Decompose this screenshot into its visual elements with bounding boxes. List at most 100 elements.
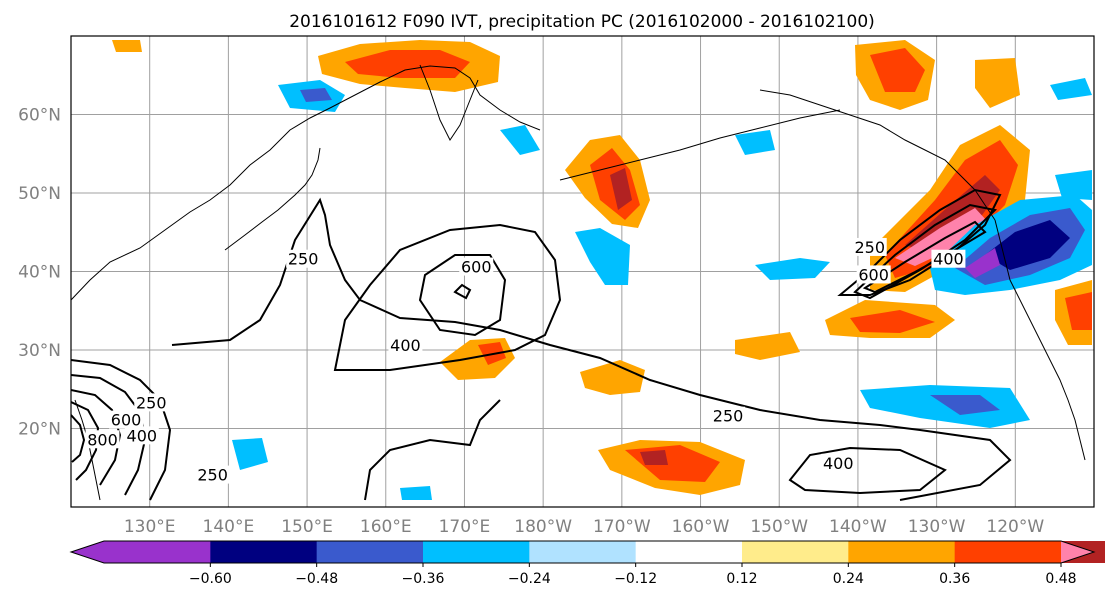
contour-label-bg-12 <box>931 249 966 268</box>
colorbar-tick-label-6: 0.24 <box>833 571 864 587</box>
ivt-contour-400-ar <box>853 203 998 300</box>
colorbar-extend-low <box>71 541 104 563</box>
lon-label-2: 150°E <box>281 517 333 537</box>
contour-label-bg-1 <box>459 257 494 276</box>
colorbar-tick-label-3: −0.24 <box>508 571 551 587</box>
latitude-labels: 60°N 50°N 40°N 30°N 20°N <box>18 106 61 440</box>
contour-label-bg-4 <box>109 410 144 429</box>
precip-area-blue-6 <box>400 486 432 500</box>
precip-area-yukon <box>975 58 1020 108</box>
colorbar-tick-label-4: −0.12 <box>614 571 657 587</box>
lon-label-9: 140°W <box>829 517 887 537</box>
coastline-asia <box>71 65 541 301</box>
precip-area-ar-peak <box>895 208 988 266</box>
colorbar-outline <box>69 540 1096 564</box>
colorbar-swatch-4 <box>529 541 637 563</box>
contour-label-0: 250 <box>288 250 319 269</box>
lon-label-7: 160°W <box>672 517 730 537</box>
ivt-contour-typhoon-5 <box>71 414 86 463</box>
precip-area-blue-10 <box>735 130 775 155</box>
coastline-taiwan-philippines <box>74 399 101 501</box>
precip-area-blue-11 <box>1050 78 1092 100</box>
precip-area-oregon-core <box>1065 292 1092 330</box>
ivt-contour-600 <box>418 254 507 337</box>
contour-label-1: 600 <box>461 258 492 277</box>
contour-label-9: 400 <box>823 454 854 473</box>
contour-label-11: 600 <box>858 265 889 284</box>
precip-area-blue-5 <box>232 438 268 470</box>
lon-label-0: 130°E <box>124 517 176 537</box>
lon-label-5: 180°W <box>514 517 572 537</box>
precip-area-hawaii-3 <box>640 450 668 465</box>
lon-label-6: 170°W <box>593 517 651 537</box>
lat-label-0: 60°N <box>18 106 61 126</box>
contour-label-bg-2 <box>388 336 423 355</box>
colorbar: −0.60 −0.48 −0.36 −0.24 −0.12 0.12 0.24 0.36 0.4… <box>69 540 1105 587</box>
contour-label-bg-0 <box>286 249 321 268</box>
coastline-west-us <box>994 219 1086 461</box>
lat-label-2: 40°N <box>18 263 61 283</box>
colorbar-swatch-0 <box>104 541 211 563</box>
precip-area-central-pacific-3 <box>580 360 645 395</box>
contour-label-3: 250 <box>136 393 167 412</box>
precip-area-blue-9 <box>500 125 540 155</box>
map-frame <box>70 35 1095 508</box>
ivt-contour-400-south <box>788 446 947 495</box>
map-title: 2016101612 F090 IVT, precipitation PC (2… <box>289 12 875 32</box>
contour-label-7: 250 <box>197 466 228 485</box>
contour-label-bg-6 <box>85 430 120 449</box>
ivt-contour-400 <box>333 223 562 371</box>
precip-area-alaska-core <box>870 48 925 92</box>
precip-area-siberia-core <box>345 50 470 78</box>
ivt-contour-600-small <box>453 283 472 300</box>
contour-label-10: 250 <box>854 238 885 257</box>
contour-label-8: 250 <box>713 407 744 426</box>
precip-area-bering-max <box>610 168 632 210</box>
colorbar-swatch-2 <box>316 541 424 563</box>
contour-label-12: 400 <box>933 250 964 269</box>
lon-label-11: 120°W <box>986 517 1044 537</box>
precip-area-blue-1 <box>755 258 830 280</box>
precip-area-ne-pacific-3 <box>735 332 800 360</box>
precip-area-california-neg4 <box>965 248 1000 278</box>
contour-label-2: 400 <box>390 336 421 355</box>
colorbar-swatch-7 <box>848 541 956 563</box>
lon-label-3: 160°E <box>360 517 412 537</box>
precip-area-blue-4 <box>575 228 630 285</box>
colorbar-swatch-3 <box>423 541 530 563</box>
coastline-alaska <box>759 89 996 221</box>
longitude-labels: 130°E 140°E 150°E 160°E 170°E 180°W 170°W 160°W… <box>124 517 1045 537</box>
colorbar-tick-label-8: 0.48 <box>1045 571 1076 587</box>
ivt-contour-250-northeast <box>837 188 1002 296</box>
contour-label-bg-7 <box>195 465 230 484</box>
lon-label-8: 150°W <box>750 517 808 537</box>
contour-label-5: 400 <box>127 426 158 445</box>
colorbar-extend-high <box>1061 541 1094 563</box>
contour-label-bg-10 <box>852 237 887 256</box>
precip-area-blue-3 <box>930 395 1000 415</box>
lon-label-1: 140°E <box>203 517 255 537</box>
lat-label-3: 30°N <box>18 341 61 361</box>
coastline-kamchatka <box>419 64 479 141</box>
contour-label-bg-3 <box>134 393 169 412</box>
contour-label-4: 600 <box>111 411 142 430</box>
lon-label-4: 170°E <box>439 517 491 537</box>
precip-area-blue-12 <box>1055 170 1092 200</box>
colorbar-tick-label-7: 0.36 <box>939 571 970 587</box>
lat-label-1: 50°N <box>18 184 61 204</box>
colorbar-swatch-6 <box>742 541 849 563</box>
colorbar-swatch-5 <box>635 541 743 563</box>
ivt-contour-250-south <box>364 399 501 501</box>
precip-area-ne-siberia <box>112 40 142 52</box>
coastlines <box>71 64 1086 501</box>
precip-area-blue-8 <box>300 88 332 102</box>
precip-area-california-neg3 <box>985 220 1070 270</box>
ivt-contour-600-ar <box>862 220 987 294</box>
colorbar-swatch-1 <box>210 541 318 563</box>
lon-label-10: 130°W <box>908 517 966 537</box>
colorbar-tick-label-1: −0.48 <box>295 571 338 587</box>
contour-label-bg-5 <box>124 426 159 445</box>
